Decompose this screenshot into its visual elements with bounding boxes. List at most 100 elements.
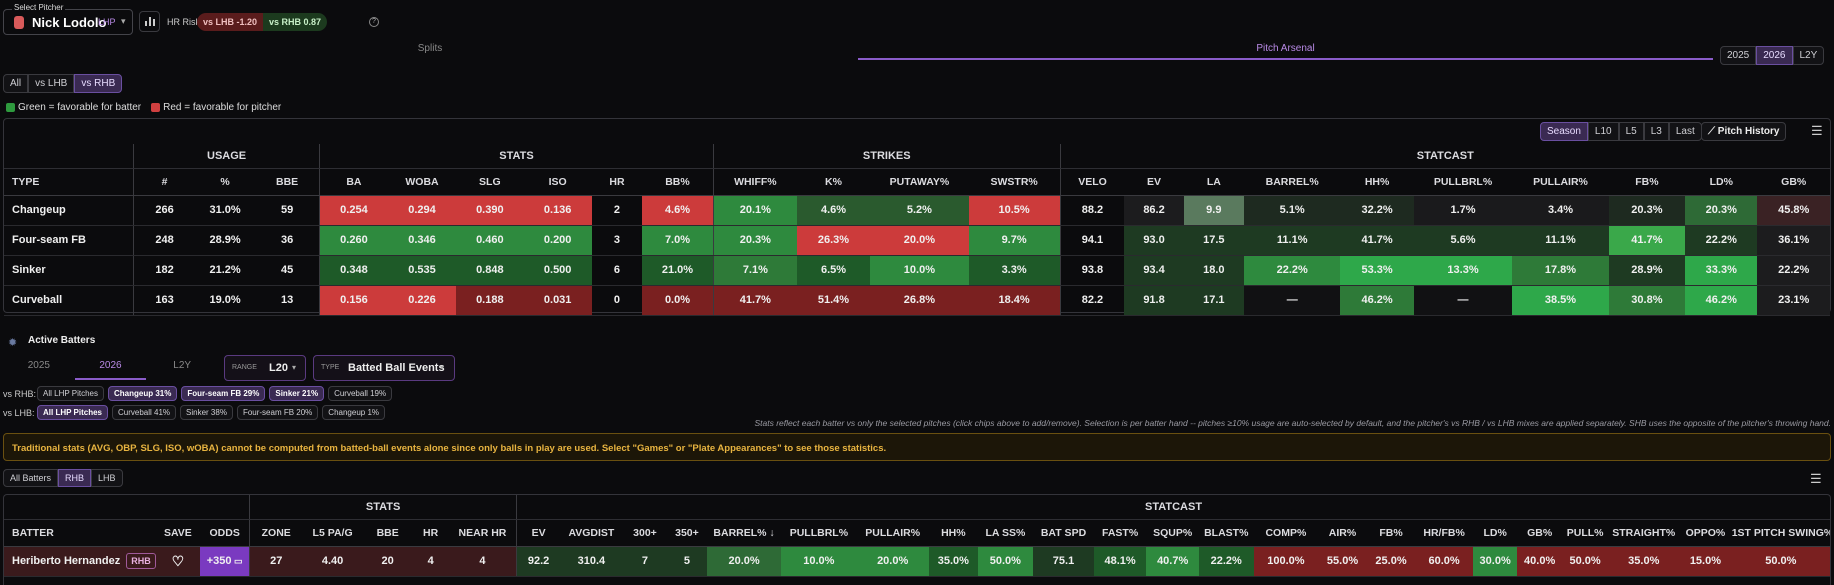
cell-gb: 36.1% xyxy=(1757,225,1830,256)
year-button-2025[interactable]: 2025 xyxy=(1720,46,1757,65)
cell-putaway: 26.8% xyxy=(870,285,969,316)
pitch-chip[interactable]: Changeup 31% xyxy=(108,386,178,401)
tab-pitch-arsenal[interactable]: Pitch Arsenal xyxy=(858,40,1713,60)
col-header-bb: BB% xyxy=(642,168,714,196)
cell-col: 19.0% xyxy=(194,285,256,316)
cell-col: 31.0% xyxy=(194,195,256,226)
table-row[interactable]: Heriberto Hernandez RHB ♡ +350 ▭ 27 4.40 20 4 4 9… xyxy=(4,546,1830,577)
pitch-chip[interactable]: All LHP Pitches xyxy=(37,386,104,401)
pitch-chip[interactable]: Changeup 1% xyxy=(322,405,386,420)
red-swatch xyxy=(151,103,161,112)
cell-barrel: — xyxy=(1243,285,1341,316)
pitch-chip[interactable]: Sinker 38% xyxy=(180,405,233,420)
pitcher-select[interactable]: Select Pitcher Nick Lodolo LHP ▾ xyxy=(3,3,133,35)
range-last-button[interactable]: Last xyxy=(1668,122,1702,141)
range-season-button[interactable]: Season xyxy=(1540,122,1588,141)
cell-pullair: 11.1% xyxy=(1512,225,1609,256)
pitch-chip[interactable]: Sinker 21% xyxy=(269,386,325,401)
batter-col-hr: HR xyxy=(412,519,449,547)
pitch-chip[interactable]: Curveball 41% xyxy=(111,405,177,420)
settings-sliders-icon[interactable]: ☰ xyxy=(1811,123,1823,138)
arsenal-row: Curveball 163 19.0% 13 0.156 0.226 0.188 0.031 0… xyxy=(4,285,1830,316)
vs-rhb-chip-row: All LHP Pitches Changeup 31% Four-seam FB … xyxy=(37,386,393,401)
batter-group-stats: STATS xyxy=(249,495,517,520)
hand-all-button[interactable]: All Batters xyxy=(3,469,59,487)
range-select-label: RANGE xyxy=(232,364,257,371)
batter-settings-icon[interactable]: ☰ xyxy=(1810,471,1822,486)
group-stats: STATS xyxy=(319,144,714,169)
cell-ev: 92.2 xyxy=(516,546,561,577)
arsenal-panel: Season L10 L5 L3 Last ⟋ Pitch History ☰ … xyxy=(3,118,1831,316)
cell-bbe: 20 xyxy=(362,546,413,577)
pitcher-avatar-icon xyxy=(14,16,24,29)
batters-gear-icon: ✹ xyxy=(8,337,18,349)
cell-ba: 0.260 xyxy=(319,225,388,256)
cell-fb: 28.9% xyxy=(1608,255,1686,286)
cell-hr: 4 xyxy=(412,546,449,577)
batter-name[interactable]: Heriberto Hernandez xyxy=(12,555,121,567)
odds-value[interactable]: +350 xyxy=(206,555,232,567)
cell-ld: 22.2% xyxy=(1685,225,1758,256)
warning-text: Traditional stats (AVG, OBP, SLG, ISO, w… xyxy=(12,443,887,454)
pitch-history-button[interactable]: ⟋ Pitch History xyxy=(1701,122,1787,141)
cell-hh: 46.2% xyxy=(1340,285,1414,316)
split-vs-rhb-button[interactable]: vs RHB xyxy=(74,74,123,93)
batter-col-barrel[interactable]: BARREL% ↓ xyxy=(706,519,782,547)
group-blank xyxy=(4,495,250,520)
col-header-ld: LD% xyxy=(1685,168,1758,196)
batter-year-l2y[interactable]: L2Y xyxy=(173,360,192,371)
cell-la: 17.1 xyxy=(1183,285,1244,316)
split-all-button[interactable]: All xyxy=(3,74,29,93)
batter-year-tabs: 2025 2026 L2Y xyxy=(3,360,218,380)
hand-rhb-button[interactable]: RHB xyxy=(58,469,92,487)
heart-icon[interactable]: ♡ xyxy=(155,546,201,577)
batter-year-2026[interactable]: 2026 xyxy=(74,360,147,380)
range-l10-button[interactable]: L10 xyxy=(1587,122,1619,141)
year-button-2026[interactable]: 2026 xyxy=(1756,46,1793,65)
hand-lhb-button[interactable]: LHB xyxy=(91,469,123,487)
cell-whiff: 41.7% xyxy=(712,285,797,316)
cell-k: 4.6% xyxy=(796,195,871,226)
batter-year-2025[interactable]: 2025 xyxy=(27,360,50,371)
cell-straight: 35.0% xyxy=(1608,546,1680,577)
pitch-chip[interactable]: Curveball 19% xyxy=(328,386,393,401)
range-l3-button[interactable]: L3 xyxy=(1643,122,1669,141)
tab-splits[interactable]: Splits xyxy=(0,40,860,60)
active-batters-title: Active Batters xyxy=(28,335,96,346)
cell-swstr: 18.4% xyxy=(968,285,1061,316)
type-select[interactable]: TYPE Batted Ball Events ▾ xyxy=(313,355,455,381)
pitch-chip[interactable]: Four-seam FB 29% xyxy=(181,386,266,401)
cell-350: 5 xyxy=(667,546,707,577)
cell-hh: 53.3% xyxy=(1340,255,1414,286)
help-icon[interactable]: ? xyxy=(369,17,379,27)
batter-col-gb: GB% xyxy=(1517,519,1562,547)
split-vs-lhb-button[interactable]: vs LHB xyxy=(28,74,75,93)
range-l5-button[interactable]: L5 xyxy=(1618,122,1644,141)
cell-slg: 0.188 xyxy=(456,285,524,316)
col-header-k: K% xyxy=(796,168,871,196)
cell-bbe: 13 xyxy=(255,285,320,316)
cell-la: 9.9 xyxy=(1183,195,1244,226)
pitch-chip[interactable]: All LHP Pitches xyxy=(37,405,108,420)
pitch-chip[interactable]: Four-seam FB 20% xyxy=(236,405,319,420)
pitch-type-cell: Sinker xyxy=(4,255,134,286)
range-select[interactable]: RANGE L20 ▾ xyxy=(224,355,306,381)
cell-barrel: 22.2% xyxy=(1243,255,1341,286)
pitcher-name: Nick Lodolo xyxy=(32,15,107,30)
type-select-label: TYPE xyxy=(321,364,340,371)
batter-col-300: 300+ xyxy=(622,519,668,547)
chevron-down-icon: ▾ xyxy=(121,16,126,26)
cell-ld: 46.2% xyxy=(1685,285,1758,316)
year-button-l2y[interactable]: L2Y xyxy=(1792,46,1825,65)
pitch-history-label: Pitch History xyxy=(1717,126,1780,137)
col-header-slg: SLG xyxy=(456,168,524,196)
cell-ba: 0.348 xyxy=(319,255,388,286)
legend-green: Green = favorable for batter xyxy=(18,102,142,113)
batter-col-fast: FAST% xyxy=(1093,519,1147,547)
cell-whiff: 20.3% xyxy=(712,225,797,256)
cell-bbe: 36 xyxy=(255,225,320,256)
cell-col: 182 xyxy=(133,255,195,286)
cell-blast: 22.2% xyxy=(1198,546,1254,577)
chart-toggle-button[interactable] xyxy=(139,11,160,32)
cell-pull: 50.0% xyxy=(1561,546,1609,577)
